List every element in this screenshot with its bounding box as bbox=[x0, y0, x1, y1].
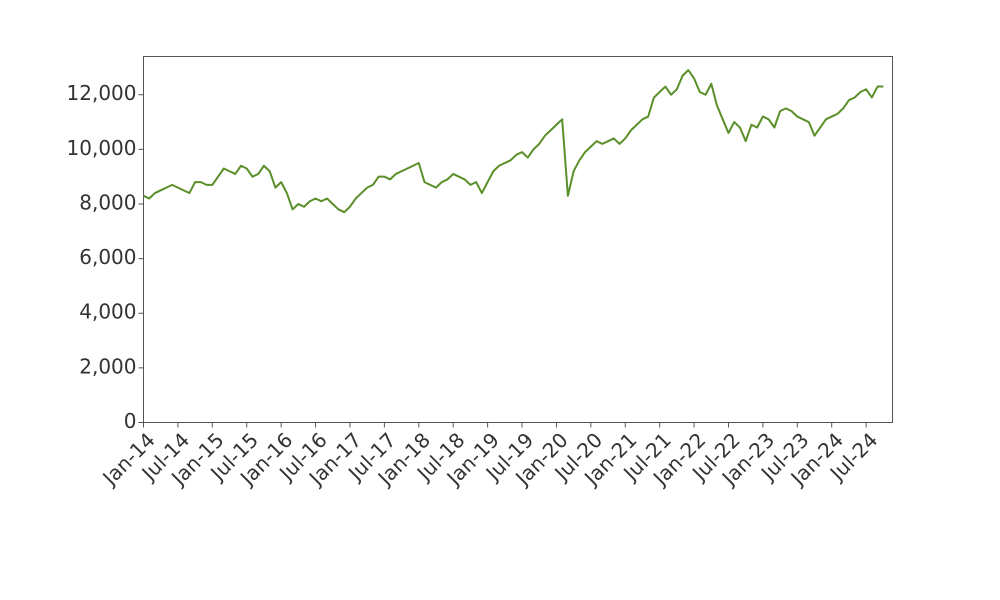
y-tick-label: 10,000 bbox=[67, 136, 137, 160]
y-tick-label: 12,000 bbox=[67, 81, 137, 105]
y-tick-label: 4,000 bbox=[79, 300, 136, 324]
y-tick-label: 2,000 bbox=[79, 354, 136, 378]
line-series bbox=[143, 69, 884, 214]
y-tick-label: 8,000 bbox=[79, 190, 136, 214]
plot-frame bbox=[143, 56, 893, 423]
y-tick-label: 0 bbox=[124, 409, 137, 433]
y-tick-label: 6,000 bbox=[79, 245, 136, 269]
